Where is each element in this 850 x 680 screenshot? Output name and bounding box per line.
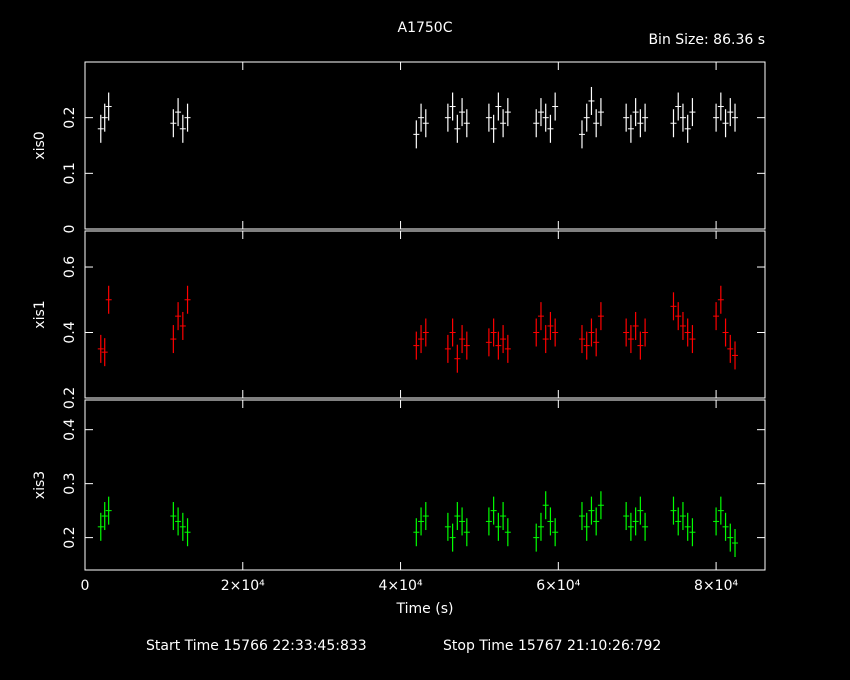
x-tick-label: 8×10⁴	[694, 578, 738, 594]
panel-frame	[84, 230, 766, 399]
x-tick-label: 2×10⁴	[221, 578, 265, 594]
y-tick-label: 0.6	[62, 256, 78, 278]
bin-size: Bin Size: 86.36 s	[648, 32, 765, 48]
x-axis-label: Time (s)	[396, 601, 454, 617]
x-tick-label: 4×10⁴	[379, 578, 423, 594]
y-tick-label: 0.1	[62, 162, 78, 184]
y-tick-label: 0	[62, 225, 78, 234]
y-tick-label: 0.4	[62, 321, 78, 343]
start-time: Start Time 15766 22:33:45:833	[146, 638, 367, 654]
x-tick-label: 6×10⁴	[536, 578, 580, 594]
y-axis-label: xis3	[32, 471, 48, 499]
panel-frame	[84, 399, 766, 571]
chart-title: A1750C	[398, 20, 453, 36]
panel-frame	[84, 61, 766, 230]
y-axis-label: xis0	[32, 131, 48, 159]
y-tick-label: 0.4	[62, 418, 78, 440]
stop-time: Stop Time 15767 21:10:26:792	[443, 638, 661, 654]
x-tick-label: 0	[81, 578, 90, 594]
y-axis-label: xis1	[32, 300, 48, 328]
y-tick-label: 0.2	[62, 387, 78, 409]
y-tick-label: 0.2	[62, 526, 78, 548]
y-tick-label: 0.3	[62, 473, 78, 495]
y-tick-label: 0.2	[62, 107, 78, 129]
